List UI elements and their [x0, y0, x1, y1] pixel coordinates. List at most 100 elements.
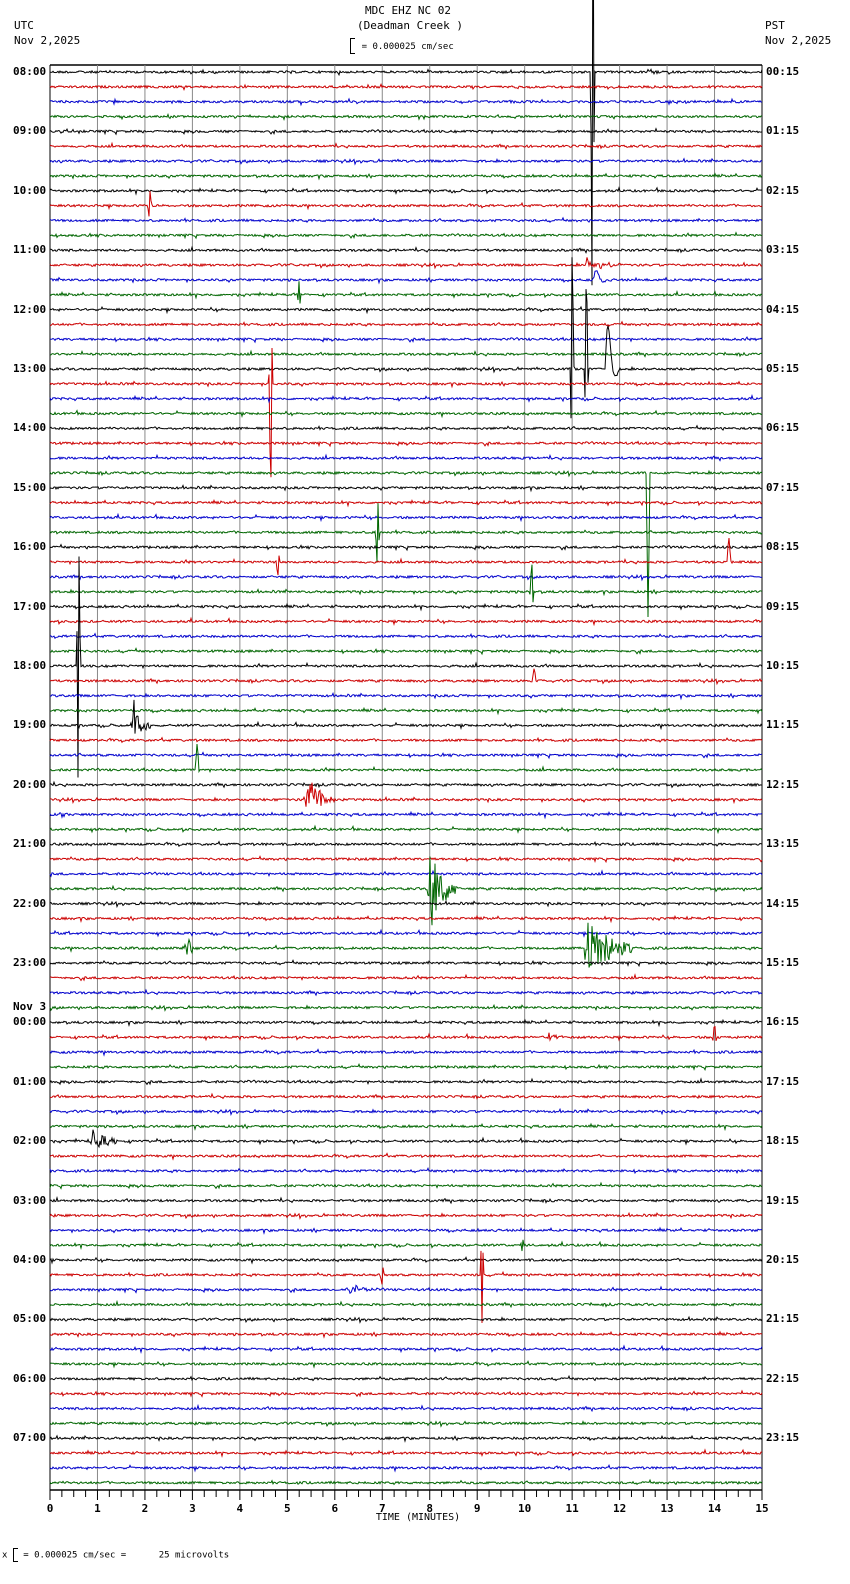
trace-row — [49, 922, 763, 968]
trace-row — [49, 869, 763, 878]
trace-row — [49, 616, 763, 627]
trace-row — [49, 1129, 763, 1149]
trace-row — [49, 1250, 763, 1324]
trace-row — [49, 1478, 763, 1486]
x-tick-label: 9 — [474, 1502, 481, 1515]
x-tick-label: 6 — [331, 1502, 338, 1515]
trace-row — [49, 97, 763, 107]
pst-time-label: 14:15 — [766, 896, 800, 910]
trace-row — [49, 1025, 763, 1042]
trace-row — [49, 782, 763, 807]
trace-row — [49, 484, 763, 493]
trace-row — [49, 556, 763, 778]
pst-time-label: 23:15 — [766, 1431, 800, 1445]
pst-time-label: 01:15 — [766, 124, 800, 138]
utc-time-label: 19:00 — [13, 718, 47, 732]
trace-row — [49, 186, 763, 196]
trace-row — [49, 1344, 763, 1355]
trace-row — [49, 1122, 763, 1132]
trace-row — [49, 1018, 763, 1028]
trace-row — [49, 1315, 763, 1324]
trace-row — [49, 988, 763, 997]
trace-row — [49, 1256, 763, 1265]
station-title: MDC EHZ NC 02 — [364, 4, 452, 17]
trace-row — [49, 336, 763, 344]
scale-bar-icon — [350, 38, 355, 54]
utc-time-label: 08:00 — [13, 65, 47, 78]
trace-row — [49, 281, 763, 304]
pst-time-label: 08:15 — [766, 540, 800, 554]
scale-text: = 0.000025 cm/sec — [361, 42, 454, 52]
trace-row — [49, 647, 763, 656]
trace-row — [49, 1374, 763, 1382]
utc-time-label: 00:00 — [13, 1015, 47, 1029]
pst-time-label: 15:15 — [766, 956, 800, 969]
x-tick-label: 12 — [613, 1502, 626, 1515]
pst-time-label: 18:15 — [766, 1134, 800, 1148]
x-tick-label: 8 — [426, 1502, 433, 1515]
trace-row — [49, 1003, 763, 1012]
footer-prefix: x — [2, 1550, 8, 1561]
pst-time-label: 09:15 — [766, 599, 800, 613]
trace-row — [49, 503, 763, 563]
trace-row — [49, 1360, 763, 1369]
date-change-label: Nov 3 — [13, 1000, 47, 1014]
pst-time-label: 04:15 — [766, 302, 800, 316]
trace-row — [49, 1092, 763, 1101]
trace-row — [49, 1330, 763, 1339]
trace-row — [49, 498, 763, 508]
x-tick-label: 1 — [94, 1502, 101, 1515]
trace-row — [49, 692, 763, 701]
trace-row — [49, 1181, 763, 1190]
x-tick-label: 15 — [755, 1502, 768, 1515]
trace-row — [49, 349, 763, 358]
trace-row — [49, 899, 763, 909]
utc-time-label: 15:00 — [13, 480, 47, 494]
trace-row — [50, 0, 763, 286]
utc-time-label: 09:00 — [13, 124, 47, 138]
trace-row — [49, 141, 763, 150]
footer-scale: x = 0.000025 cm/sec = 25 microvolts — [2, 1548, 229, 1563]
trace-row — [49, 564, 763, 603]
trace-row — [49, 83, 763, 92]
trace-row — [49, 699, 763, 734]
pst-time-label: 13:15 — [766, 837, 800, 851]
utc-time-label: 18:00 — [13, 659, 47, 672]
trace-row — [49, 914, 763, 924]
trace-row — [49, 574, 762, 582]
trace-row — [49, 1464, 763, 1473]
trace-row — [50, 113, 763, 122]
trace-row — [49, 347, 763, 478]
pst-time-label: 11:15 — [766, 718, 800, 732]
trace-row — [49, 172, 763, 181]
trace-row — [49, 1107, 763, 1116]
trace-row — [49, 1403, 763, 1413]
x-tick-label: 14 — [708, 1502, 722, 1515]
trace-row — [49, 257, 763, 419]
trace-row — [49, 810, 763, 820]
trace-row — [49, 856, 763, 926]
trace-row — [49, 1389, 763, 1398]
trace-row — [49, 453, 763, 462]
trace-row — [49, 245, 763, 254]
utc-time-label: 16:00 — [13, 540, 47, 554]
pst-time-label: 12:15 — [766, 777, 800, 791]
pst-time-label: 20:15 — [766, 1253, 800, 1266]
trace-row — [49, 743, 763, 774]
utc-time-label: 11:00 — [13, 243, 47, 257]
trace-row — [49, 736, 763, 744]
utc-time-label: 05:00 — [13, 1312, 47, 1326]
trace-row — [49, 440, 763, 448]
trace-row — [49, 231, 763, 240]
trace-row — [49, 127, 763, 136]
pst-time-label: 06:15 — [766, 421, 800, 435]
right-timezone: PST — [765, 19, 785, 32]
trace-row — [49, 424, 763, 431]
trace-row — [49, 1299, 763, 1309]
utc-time-label: 12:00 — [13, 302, 47, 316]
trace-row — [49, 973, 763, 982]
trace-row — [49, 1167, 763, 1175]
utc-time-label: 03:00 — [13, 1193, 47, 1207]
trace-row — [49, 1448, 763, 1458]
